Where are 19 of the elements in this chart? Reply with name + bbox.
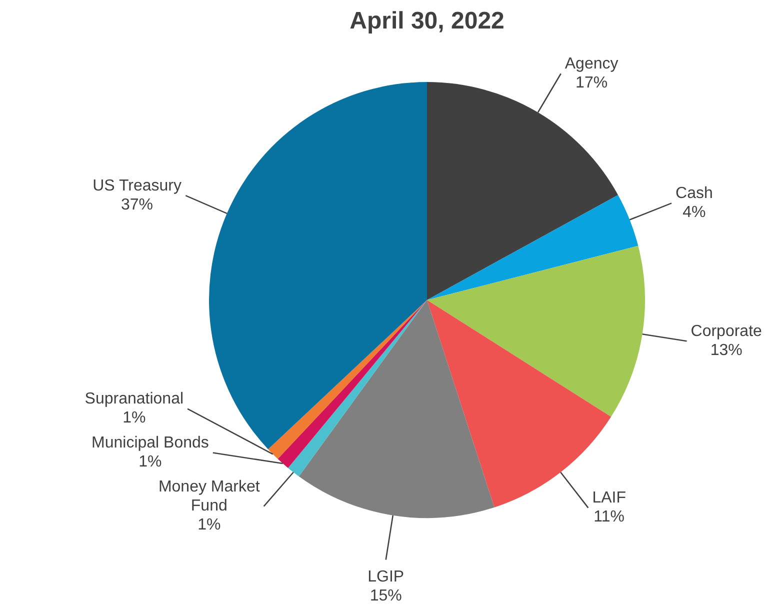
slice-label: LAIF [592,490,626,507]
data-label: 17% [576,74,608,92]
data-label: 37% [121,196,154,214]
slice-label: Money Market Fund [158,478,260,515]
data-label: 1% [138,454,162,471]
data-label: 1% [198,516,221,534]
data-label: 15% [370,588,402,605]
slice-label: Supranational [84,390,184,408]
data-label: 13% [710,342,742,360]
slice-label: Municipal Bonds [92,434,209,452]
data-label: 1% [122,410,146,427]
data-label: 4% [682,204,706,222]
slice-label: Cash [676,185,713,202]
slice-label: Agency [564,56,618,73]
slice-label: US Treasury [92,177,182,194]
slice-label: LGIP [368,568,404,586]
chart-title: April 30, 2022 [350,8,504,35]
slice-label: Corporate [690,323,762,340]
data-label: 11% [594,508,625,526]
